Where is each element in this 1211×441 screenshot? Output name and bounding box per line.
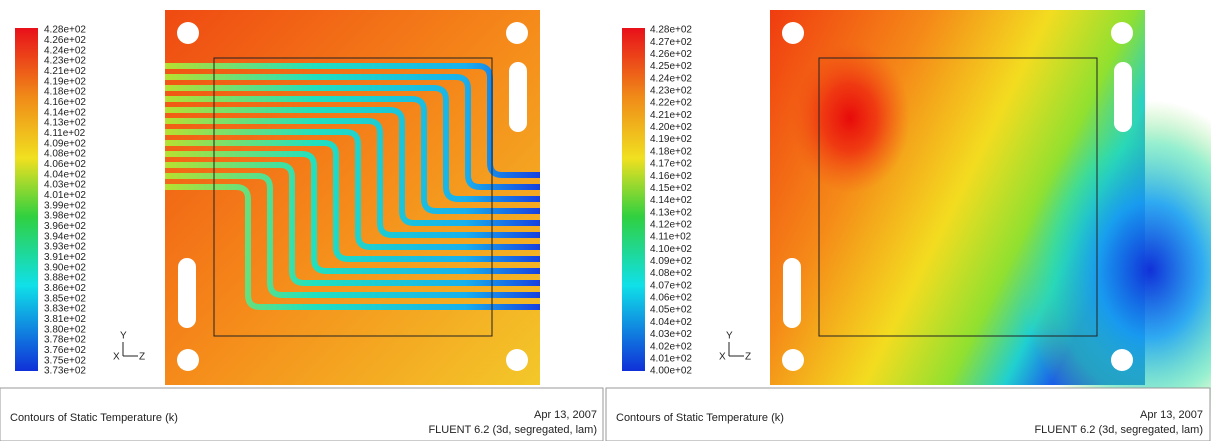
- slot: [509, 62, 527, 132]
- colorbar-label: 4.04e+02: [650, 317, 692, 328]
- date: Apr 13, 2007: [534, 409, 597, 421]
- colorbar-label: 4.26e+02: [650, 49, 692, 60]
- axis-label-y: Y: [120, 331, 127, 342]
- colorbar-label: 4.16e+02: [650, 171, 692, 182]
- axis-label-x: X: [719, 352, 726, 363]
- slot: [1114, 62, 1132, 132]
- colorbar-label: 4.22e+02: [650, 98, 692, 109]
- caption: Contours of Static Temperature (k): [10, 412, 178, 424]
- colorbar-label: 4.20e+02: [650, 122, 692, 133]
- screenshot: 4.28e+02 4.26e+02 4.24e+02 4.23e+02 4.21e+02…: [0, 0, 1211, 441]
- colorbar-label: 4.09e+02: [650, 256, 692, 267]
- hole: [1111, 22, 1133, 44]
- software: FLUENT 6.2 (3d, segregated, lam): [428, 424, 597, 436]
- colorbar-label: 4.05e+02: [650, 305, 692, 316]
- colorbar-label: 4.14e+02: [650, 195, 692, 206]
- axis-label-z: Z: [745, 352, 751, 363]
- colorbar-label: 4.13e+02: [650, 207, 692, 218]
- colorbar-label: 3.73e+02: [44, 366, 86, 377]
- colorbar-label: 4.18e+02: [650, 146, 692, 157]
- colorbar-label: 4.00e+02: [650, 366, 692, 377]
- axis-label-y: Y: [726, 331, 733, 342]
- hole: [506, 349, 528, 371]
- colorbar-label: 4.25e+02: [650, 61, 692, 72]
- hot-spot: [790, 43, 910, 193]
- colorbar-label: 4.12e+02: [650, 219, 692, 230]
- panel-right: 4.28e+024.27e+024.26e+024.25e+024.24e+02…: [606, 10, 1211, 441]
- panel-left: 4.28e+024.26e+024.24e+024.23e+024.21e+02…: [0, 10, 603, 441]
- colorbar-label: 4.07e+02: [650, 280, 692, 291]
- caption: Contours of Static Temperature (k): [616, 412, 784, 424]
- colorbar-label: 4.10e+02: [650, 244, 692, 255]
- colorbar-label: 4.21e+02: [650, 110, 692, 121]
- date: Apr 13, 2007: [1140, 409, 1203, 421]
- slot: [178, 258, 196, 328]
- colorbar-label: 4.01e+02: [650, 353, 692, 364]
- axis-label-x: X: [113, 352, 120, 363]
- colorbar-label: 4.19e+02: [650, 134, 692, 145]
- colorbar-label: 4.08e+02: [650, 268, 692, 279]
- colorbar-label: 4.15e+02: [650, 183, 692, 194]
- axis-label-z: Z: [139, 352, 145, 363]
- hole: [177, 349, 199, 371]
- colorbar: [15, 28, 38, 371]
- hole: [782, 22, 804, 44]
- colorbar-label: 4.17e+02: [650, 159, 692, 170]
- colorbar-label: 4.27e+02: [650, 37, 692, 48]
- slot: [783, 258, 801, 328]
- colorbar-label: 4.11e+02: [650, 232, 692, 243]
- software: FLUENT 6.2 (3d, segregated, lam): [1034, 424, 1203, 436]
- colorbar-label: 4.23e+02: [650, 86, 692, 97]
- colorbar-label: 4.02e+02: [650, 341, 692, 352]
- hole: [1111, 349, 1133, 371]
- hole: [177, 22, 199, 44]
- colorbar-label: 4.03e+02: [650, 329, 692, 340]
- hole: [782, 349, 804, 371]
- colorbar-label: 4.28e+02: [650, 25, 692, 36]
- hole: [506, 22, 528, 44]
- colorbar: [622, 28, 645, 371]
- colorbar-label: 4.24e+02: [650, 73, 692, 84]
- colorbar-label: 4.06e+02: [650, 293, 692, 304]
